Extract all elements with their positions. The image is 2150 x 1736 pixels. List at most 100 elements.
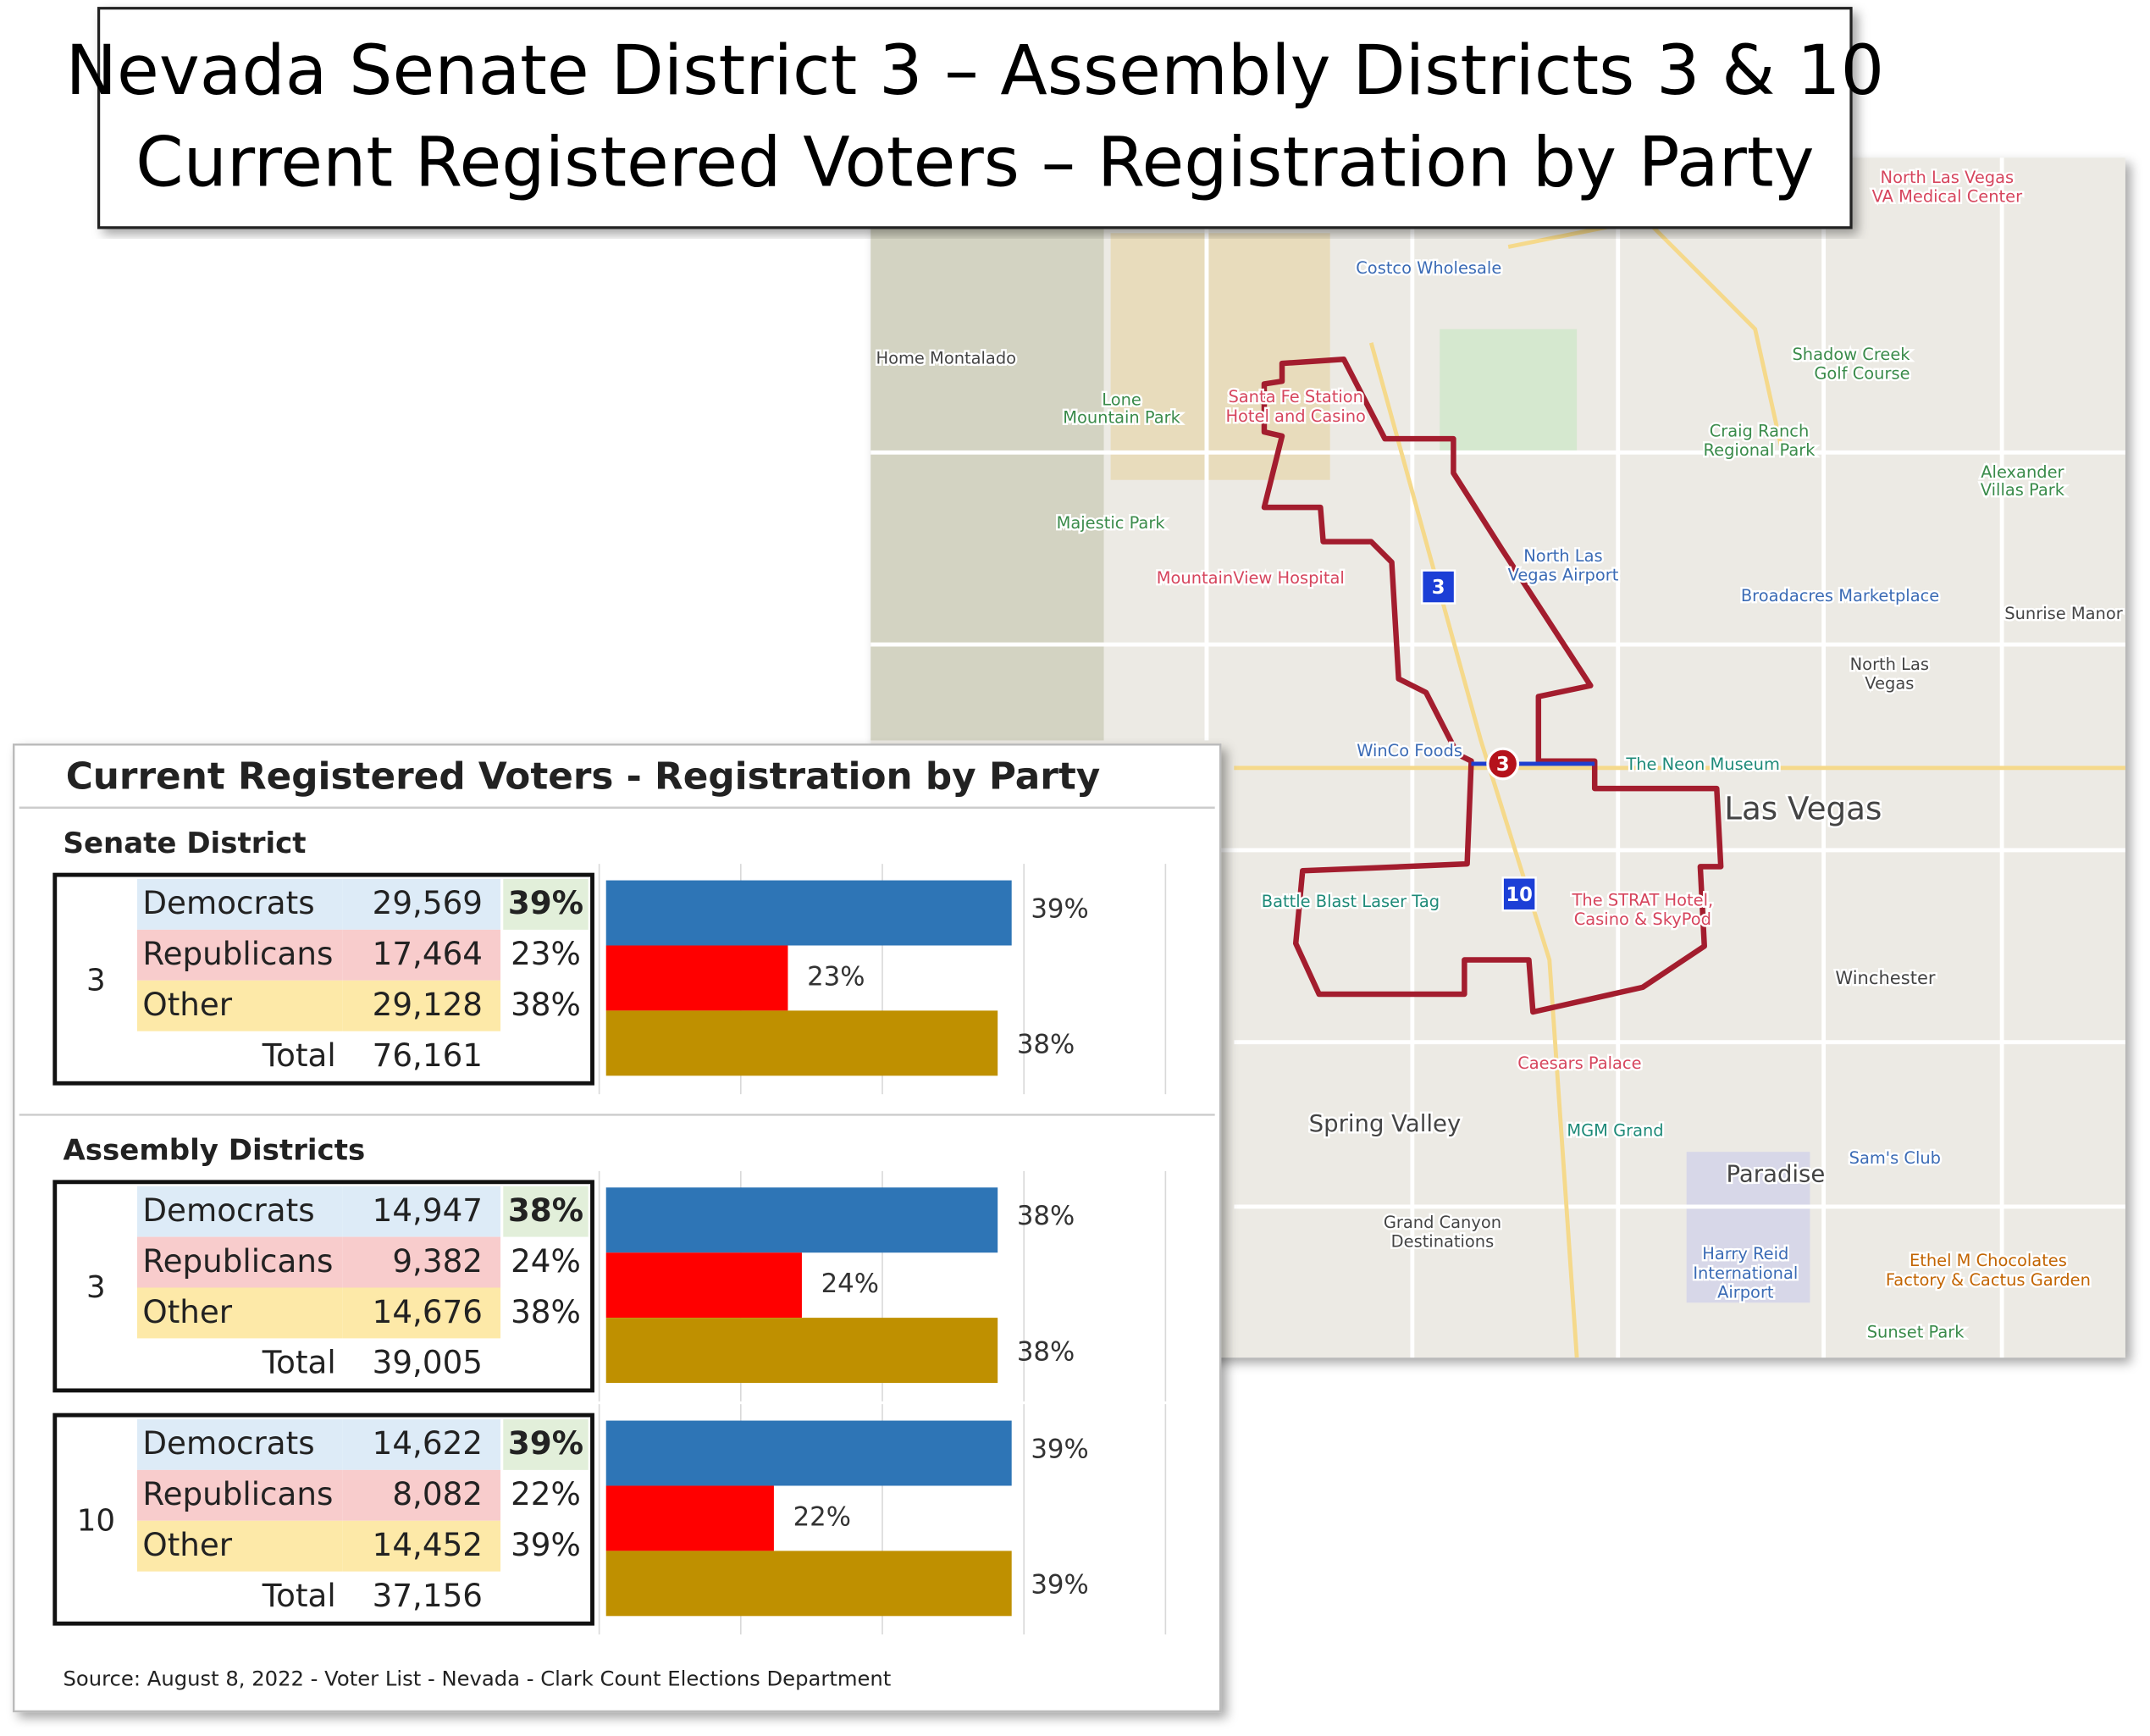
roads — [871, 158, 2125, 1358]
map-label: Regional Park — [1704, 440, 1816, 460]
share-value: 39% — [508, 1424, 583, 1462]
map-label: Sunset Park — [1867, 1322, 1965, 1341]
party-label: Democrats — [142, 1424, 314, 1462]
map-label: The STRAT Hotel, — [1572, 890, 1714, 909]
map-label: WinCo Foods — [1357, 741, 1462, 760]
share-value: 23% — [511, 935, 581, 972]
share-value: 24% — [511, 1242, 581, 1280]
map-label: Craig Ranch — [1710, 422, 1810, 441]
land-area — [1110, 233, 1330, 480]
marker-label: 3 — [1496, 754, 1510, 776]
map-label: Caesars Palace — [1517, 1053, 1641, 1073]
total-value: 39,005 — [373, 1344, 483, 1381]
map-label: Vegas — [1865, 674, 1914, 694]
count-value: 14,676 — [373, 1293, 483, 1330]
map-label: Paradise — [1727, 1161, 1826, 1188]
map-label: Villas Park — [1981, 480, 2065, 500]
map-label: Santa Fe Station — [1228, 387, 1363, 406]
district-marker — [1486, 747, 1520, 781]
share-value: 22% — [511, 1475, 581, 1512]
panel: Current Registered Voters - Registration… — [12, 744, 1222, 1713]
bar-label: 24% — [821, 1269, 879, 1299]
count-cell — [342, 929, 501, 981]
highways — [1234, 217, 2125, 1358]
count-value: 14,947 — [373, 1191, 483, 1229]
map-label: Costco Wholesale — [1356, 258, 1501, 278]
bar — [605, 880, 1012, 946]
bar — [605, 1420, 1012, 1486]
title-box: Nevada Senate District 3 – Assembly Dist… — [65, 7, 1884, 229]
map-label: International — [1693, 1263, 1798, 1283]
bar — [605, 1010, 998, 1076]
bar-label: 38% — [1017, 1336, 1075, 1367]
total-value: 76,161 — [373, 1037, 483, 1074]
district-number: 3 — [86, 963, 106, 998]
map-label: Hotel and Casino — [1225, 406, 1366, 426]
bar — [605, 945, 788, 1011]
share-value: 38% — [508, 1191, 583, 1229]
bar-label: 23% — [807, 961, 865, 992]
count-cell — [342, 1418, 501, 1470]
district-outline — [1261, 357, 1724, 1015]
bar-label: 38% — [1017, 1201, 1075, 1231]
district-number: 3 — [86, 1270, 106, 1305]
count-cell — [342, 1236, 501, 1288]
total-label: Total — [262, 1037, 336, 1074]
count-value: 29,128 — [373, 986, 483, 1023]
mountains — [871, 219, 1104, 741]
map-label: Airport — [1717, 1282, 1774, 1302]
table-frame — [53, 1413, 594, 1626]
title-frame — [97, 7, 1853, 229]
map-label: North Las — [1850, 655, 1929, 674]
title-line: Nevada Senate District 3 – Assembly Dist… — [65, 31, 1884, 111]
map-label: Sunrise Manor — [2004, 604, 2122, 623]
bar-label: 39% — [1031, 893, 1088, 924]
share-value: 38% — [511, 1293, 581, 1330]
count-cell — [342, 1186, 501, 1237]
marker-label: 10 — [1506, 884, 1533, 906]
map-label: North Las — [1523, 546, 1602, 566]
map-label: MGM Grand — [1567, 1120, 1663, 1140]
bar-label: 38% — [1017, 1030, 1075, 1060]
bar — [605, 1485, 774, 1551]
bar — [605, 1318, 998, 1384]
airport-area — [1686, 1152, 1810, 1303]
map-label: Winchester — [1835, 967, 1936, 988]
count-cell — [342, 980, 501, 1031]
district-marker — [1420, 569, 1456, 605]
share-value: 39% — [508, 884, 583, 921]
map-label: Alexander — [1981, 462, 2064, 482]
map-label: North Las Vegas — [1881, 168, 2015, 187]
map-label: Battle Blast Laser Tag — [1262, 892, 1440, 911]
source-note: Source: August 8, 2022 - Voter List - Ne… — [63, 1667, 891, 1691]
count-value: 9,382 — [392, 1242, 483, 1280]
bar — [605, 1551, 1012, 1617]
share-cell — [503, 878, 589, 930]
count-cell — [342, 1520, 501, 1572]
party-label: Other — [142, 1526, 232, 1563]
table-frame — [53, 1180, 594, 1393]
count-cell — [342, 878, 501, 930]
map-label: Destinations — [1391, 1232, 1495, 1252]
district-marker — [1501, 876, 1537, 912]
district-number: 10 — [77, 1503, 115, 1538]
map-label: MountainView Hospital — [1157, 568, 1345, 588]
party-label: Republicans — [142, 935, 333, 972]
party-cell — [136, 1520, 343, 1572]
count-value: 8,082 — [392, 1475, 483, 1512]
share-value: 38% — [511, 986, 581, 1023]
count-value: 17,464 — [373, 935, 483, 972]
panel-title: Current Registered Voters - Registration… — [66, 755, 1101, 799]
park-area — [1440, 329, 1578, 453]
map-label: VA Medical Center — [1872, 187, 2022, 207]
party-cell — [136, 1236, 343, 1288]
map-label: Lone — [1102, 390, 1141, 409]
party-cell — [136, 878, 343, 930]
map-label: Majestic Park — [1057, 513, 1166, 533]
party-cell — [136, 1469, 343, 1521]
share-cell — [503, 1418, 589, 1470]
count-cell — [342, 1469, 501, 1521]
map-label: Las Vegas — [1724, 789, 1882, 827]
